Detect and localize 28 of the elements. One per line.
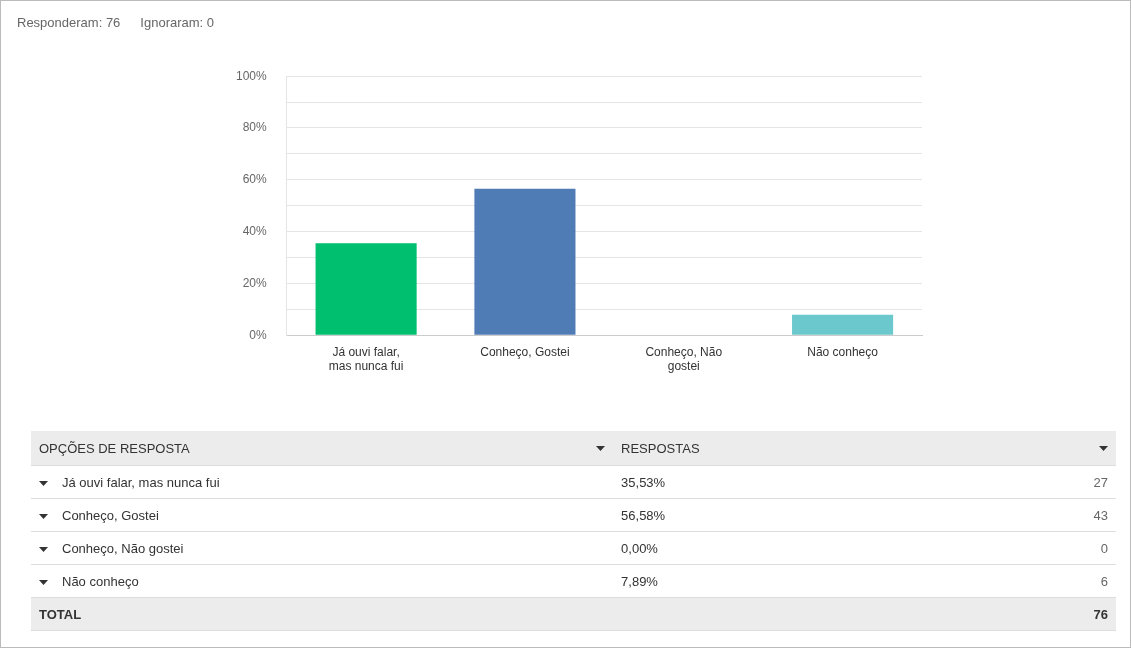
category-label: Conheço, Não gostei (62, 540, 184, 556)
text: 35,53% (613, 465, 880, 499)
x-tick-label: Conheço, Não gostei (645, 344, 723, 374)
text: 7,89% (613, 564, 880, 598)
category-label: Não conheço (62, 573, 139, 589)
x-tick-label: Não conheço (807, 344, 879, 359)
y-tick-label: 20% (242, 275, 268, 290)
y-tick-label: 100% (235, 68, 268, 83)
category-label: Conheço, Gostei (62, 507, 159, 523)
x-tick-label: Conheço, Gostei (480, 344, 570, 359)
y-tick-label: 0% (249, 327, 268, 342)
text: RESPOSTAS (621, 440, 700, 456)
y-tick-label: 80% (242, 120, 268, 135)
text: 6 (879, 564, 1116, 598)
text: 56,58% (613, 498, 880, 532)
y-tick-label: 40% (242, 223, 268, 238)
text: Ignoraram: 0 (140, 15, 215, 30)
text: 43 (879, 498, 1116, 532)
text: OPÇÕES DE RESPOSTA (39, 440, 190, 456)
text: 27 (879, 465, 1116, 499)
x-tick-label: Já ouvi falar, mas nunca fui (328, 344, 404, 374)
text: 76 (879, 597, 1116, 631)
text: Responderam: 76 (17, 15, 121, 30)
y-tick-label: 60% (242, 172, 268, 187)
text: 0,00% (613, 531, 880, 565)
text: TOTAL (31, 597, 614, 631)
text: 0 (879, 531, 1116, 565)
category-label: Já ouvi falar, mas nunca fui (62, 474, 220, 490)
